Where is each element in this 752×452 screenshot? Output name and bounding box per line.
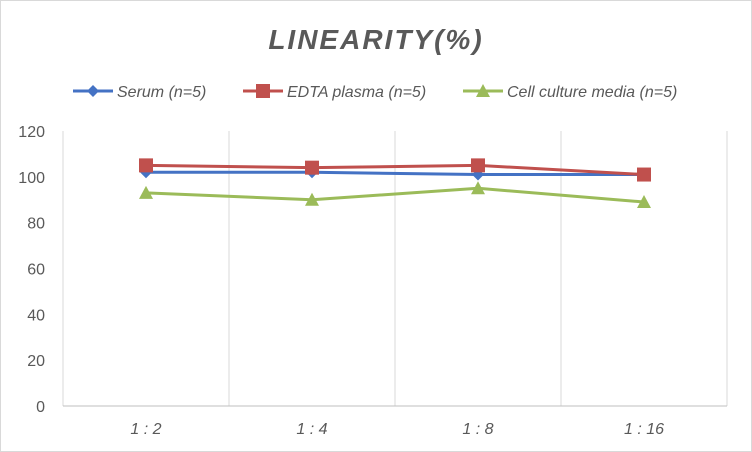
legend-item: EDTA plasma (n=5)	[243, 84, 426, 101]
legend-label: EDTA plasma (n=5)	[287, 84, 426, 101]
data-point	[637, 195, 651, 209]
series-3	[139, 181, 651, 209]
x-tick-label: 1 : 2	[130, 421, 161, 438]
series-line	[146, 170, 644, 177]
series-2	[139, 158, 651, 182]
legend-marker	[256, 84, 270, 98]
legend-label: Cell culture media (n=5)	[507, 84, 677, 101]
legend: Serum (n=5) EDTA plasma (n=5) Cell culture…	[73, 84, 677, 101]
data-point	[637, 167, 651, 182]
y-tick-label: 20	[27, 353, 45, 370]
y-tick-label: 60	[27, 262, 45, 279]
data-point	[139, 185, 153, 199]
y-tick-label: 120	[18, 124, 45, 141]
x-tick-label: 1 : 4	[296, 421, 327, 438]
series-line	[145, 186, 645, 204]
x-tick-label: 1 : 8	[462, 421, 493, 438]
data-point	[305, 160, 319, 175]
legend-item: Cell culture media (n=5)	[463, 84, 677, 101]
y-tick-label: 80	[27, 216, 45, 233]
data-point	[139, 158, 153, 173]
legend-item: Serum (n=5)	[73, 84, 206, 101]
legend-marker	[476, 84, 490, 97]
legend-label: Serum (n=5)	[117, 84, 206, 101]
series-group	[139, 158, 651, 209]
data-point	[471, 158, 485, 173]
y-tick-label: 40	[27, 307, 45, 324]
data-point	[305, 192, 319, 206]
data-point	[471, 181, 485, 195]
x-axis: 1 : 2 1 : 4 1 : 8 1 : 16	[130, 421, 664, 438]
chart-title: LINEARITY(%)	[268, 24, 483, 55]
legend-marker	[87, 85, 99, 97]
series-line	[145, 163, 645, 177]
y-tick-label: 0	[36, 399, 45, 416]
y-tick-label: 100	[18, 170, 45, 187]
x-tick-label: 1 : 16	[624, 421, 664, 438]
grid	[62, 131, 728, 407]
y-axis: 0 20 40 60 80 100 120	[18, 124, 45, 416]
